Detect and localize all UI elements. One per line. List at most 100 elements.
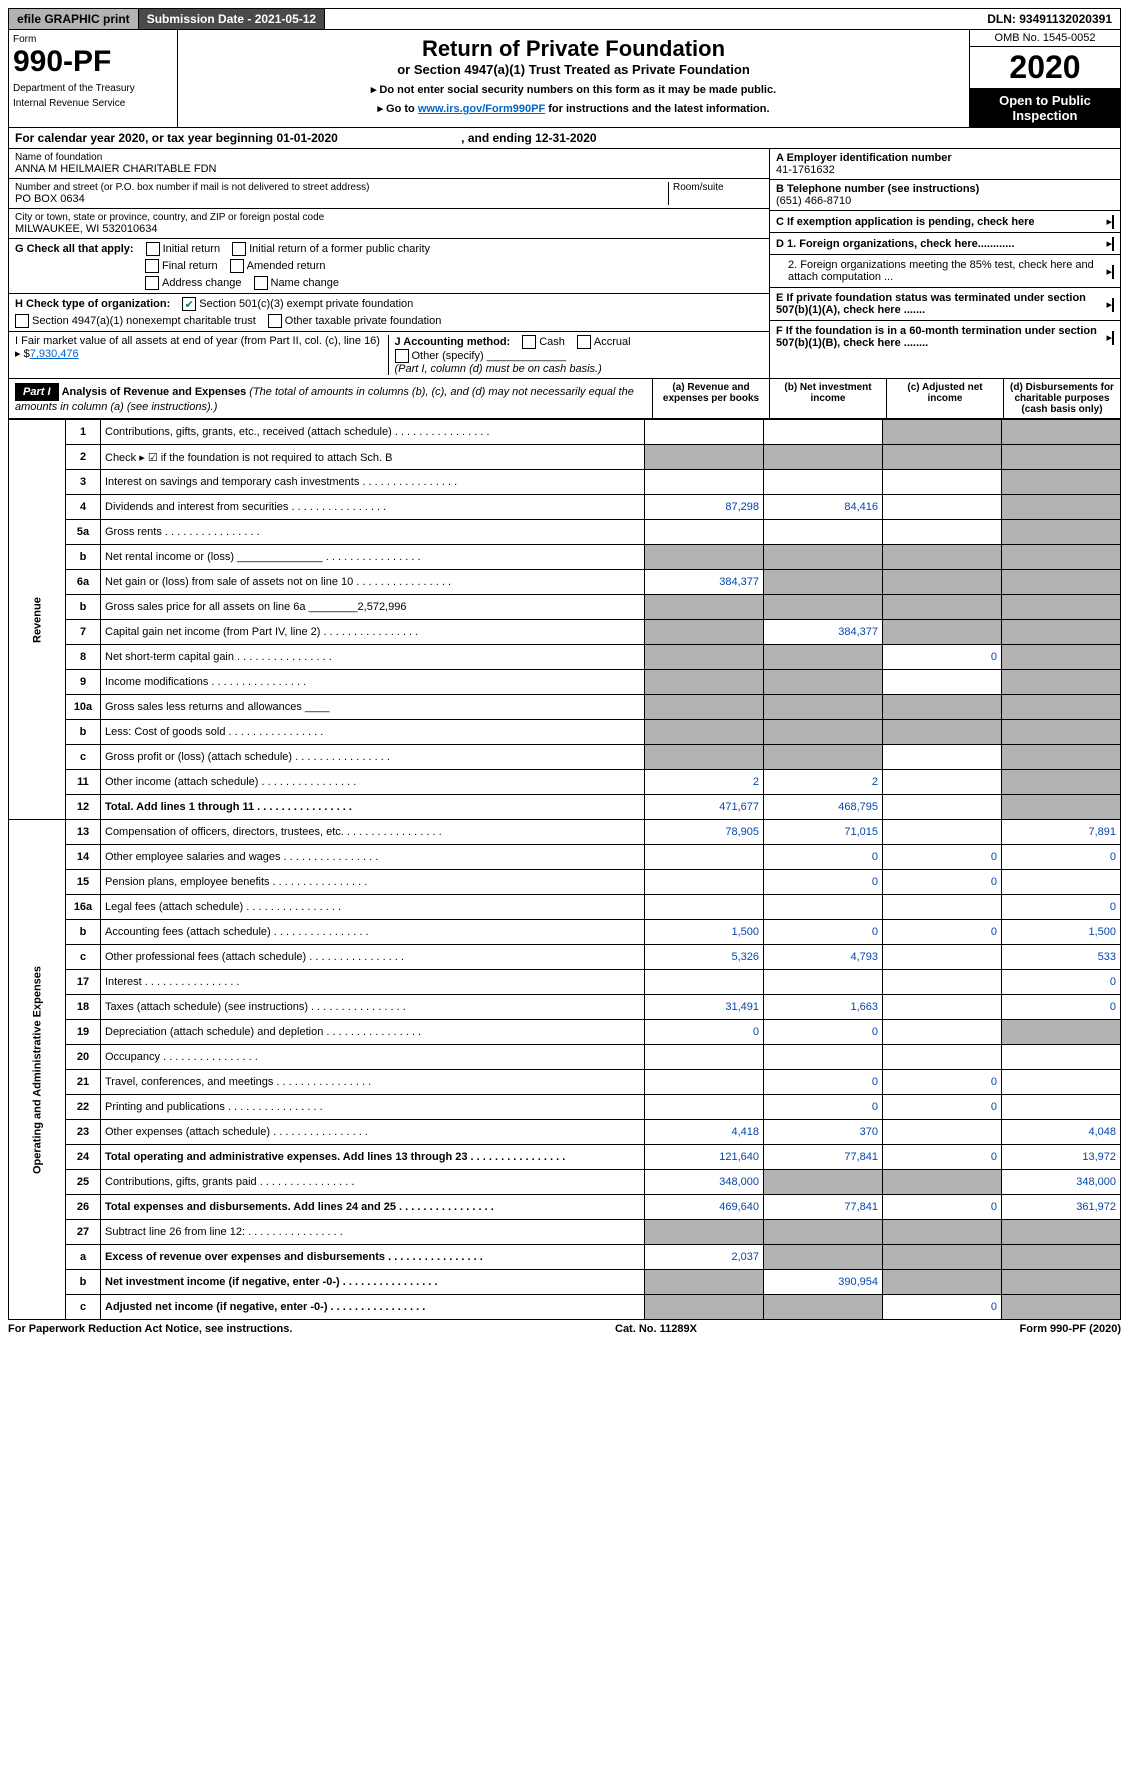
cell-a [645, 595, 764, 620]
row-text: Other employee salaries and wages [101, 845, 645, 870]
chk-f[interactable] [1112, 331, 1114, 345]
year-begin: For calendar year 2020, or tax year begi… [15, 131, 338, 145]
cell-b: 0 [764, 1070, 883, 1095]
row-text: Travel, conferences, and meetings [101, 1070, 645, 1095]
cell-a: 384,377 [645, 570, 764, 595]
cell-d: 0 [1002, 995, 1121, 1020]
chk-final[interactable]: Final return [145, 259, 218, 273]
addr-label: Number and street (or P.O. box number if… [15, 182, 668, 193]
cell-a [645, 720, 764, 745]
cell-b: 71,015 [764, 820, 883, 845]
cell-b: 0 [764, 870, 883, 895]
chk-d2[interactable] [1112, 265, 1114, 279]
row-text: Net rental income or (loss) ____________… [101, 545, 645, 570]
row-text: Compensation of officers, directors, tru… [101, 820, 645, 845]
foundation-name-cell: Name of foundation ANNA M HEILMAIER CHAR… [9, 149, 769, 179]
chk-other-tax[interactable]: Other taxable private foundation [268, 314, 442, 328]
chk-amended[interactable]: Amended return [230, 259, 326, 273]
cell-b [764, 745, 883, 770]
part1-label: Part I [15, 383, 59, 401]
cell-b: 4,793 [764, 945, 883, 970]
row-num: 23 [66, 1120, 101, 1145]
table-row: 2Check ▸ ☑ if the foundation is not requ… [9, 445, 1121, 470]
table-row: 8Net short-term capital gain0 [9, 645, 1121, 670]
table-row: bLess: Cost of goods sold [9, 720, 1121, 745]
cell-c: 0 [883, 1145, 1002, 1170]
row-num: 2 [66, 445, 101, 470]
cell-d [1002, 1220, 1121, 1245]
chk-cash[interactable]: Cash [522, 335, 565, 349]
cell-a [645, 670, 764, 695]
chk-accrual[interactable]: Accrual [577, 335, 631, 349]
f-label: F If the foundation is in a 60-month ter… [776, 325, 1106, 349]
row-text: Gross profit or (loss) (attach schedule) [101, 745, 645, 770]
table-row: 4Dividends and interest from securities8… [9, 495, 1121, 520]
row-text: Check ▸ ☑ if the foundation is not requi… [101, 445, 645, 470]
cell-b: 370 [764, 1120, 883, 1145]
note2a: ▸ Go to [377, 103, 417, 115]
chk-c[interactable] [1112, 215, 1114, 229]
cell-a: 2,037 [645, 1245, 764, 1270]
cell-c [883, 1020, 1002, 1045]
cell-c [883, 970, 1002, 995]
row-text: Total expenses and disbursements. Add li… [101, 1195, 645, 1220]
row-num: b [66, 545, 101, 570]
cell-b [764, 1045, 883, 1070]
cell-d: 4,048 [1002, 1120, 1121, 1145]
cell-b [764, 1220, 883, 1245]
cell-b: 77,841 [764, 1195, 883, 1220]
chk-e[interactable] [1112, 298, 1114, 312]
table-row: 20Occupancy [9, 1045, 1121, 1070]
form-subtitle: or Section 4947(a)(1) Trust Treated as P… [184, 62, 963, 77]
g6: Name change [271, 277, 340, 289]
j-note: (Part I, column (d) must be on cash basi… [395, 363, 764, 375]
cell-b [764, 545, 883, 570]
cell-a [645, 1070, 764, 1095]
table-row: 16aLegal fees (attach schedule)0 [9, 895, 1121, 920]
room-label: Room/suite [668, 182, 763, 205]
cell-b [764, 645, 883, 670]
cell-b [764, 1170, 883, 1195]
omb-number: OMB No. 1545-0052 [970, 30, 1120, 47]
table-row: 7Capital gain net income (from Part IV, … [9, 620, 1121, 645]
cell-d: 1,500 [1002, 920, 1121, 945]
cell-a [645, 620, 764, 645]
cell-c: 0 [883, 1070, 1002, 1095]
cell-a: 1,500 [645, 920, 764, 945]
cell-d [1002, 770, 1121, 795]
cell-d [1002, 545, 1121, 570]
g2: Initial return of a former public charit… [249, 243, 430, 255]
cell-a [645, 1270, 764, 1295]
fmv-value[interactable]: 7,930,476 [30, 348, 79, 360]
table-row: bNet investment income (if negative, ent… [9, 1270, 1121, 1295]
cell-a: 121,640 [645, 1145, 764, 1170]
chk-4947[interactable]: Section 4947(a)(1) nonexempt charitable … [15, 314, 256, 328]
h3: Other taxable private foundation [285, 315, 442, 327]
cell-d [1002, 870, 1121, 895]
row-text: Occupancy [101, 1045, 645, 1070]
submission-date: Submission Date - 2021-05-12 [139, 9, 325, 29]
row-num: 14 [66, 845, 101, 870]
chk-addr-change[interactable]: Address change [145, 276, 242, 290]
row-text: Gross sales less returns and allowances … [101, 695, 645, 720]
row-text: Printing and publications [101, 1095, 645, 1120]
chk-name-change[interactable]: Name change [254, 276, 340, 290]
topbar: efile GRAPHIC print Submission Date - 20… [8, 8, 1121, 30]
row-text: Net short-term capital gain [101, 645, 645, 670]
g3: Final return [162, 260, 218, 272]
chk-initial-former[interactable]: Initial return of a former public charit… [232, 242, 430, 256]
chk-other-method[interactable]: Other (specify) _____________ [395, 349, 567, 363]
chk-initial[interactable]: Initial return [146, 242, 220, 256]
year-line: For calendar year 2020, or tax year begi… [8, 128, 1121, 149]
city-label: City or town, state or province, country… [15, 212, 763, 223]
cell-b [764, 570, 883, 595]
chk-501c3[interactable]: ✔Section 501(c)(3) exempt private founda… [182, 297, 413, 311]
chk-d1[interactable] [1112, 237, 1114, 251]
g5: Address change [162, 277, 242, 289]
row-num: 15 [66, 870, 101, 895]
cell-a: 0 [645, 1020, 764, 1045]
row-text: Capital gain net income (from Part IV, l… [101, 620, 645, 645]
irs-link[interactable]: www.irs.gov/Form990PF [418, 103, 545, 115]
cell-c [883, 770, 1002, 795]
part1-desc: Part I Analysis of Revenue and Expenses … [9, 379, 652, 418]
